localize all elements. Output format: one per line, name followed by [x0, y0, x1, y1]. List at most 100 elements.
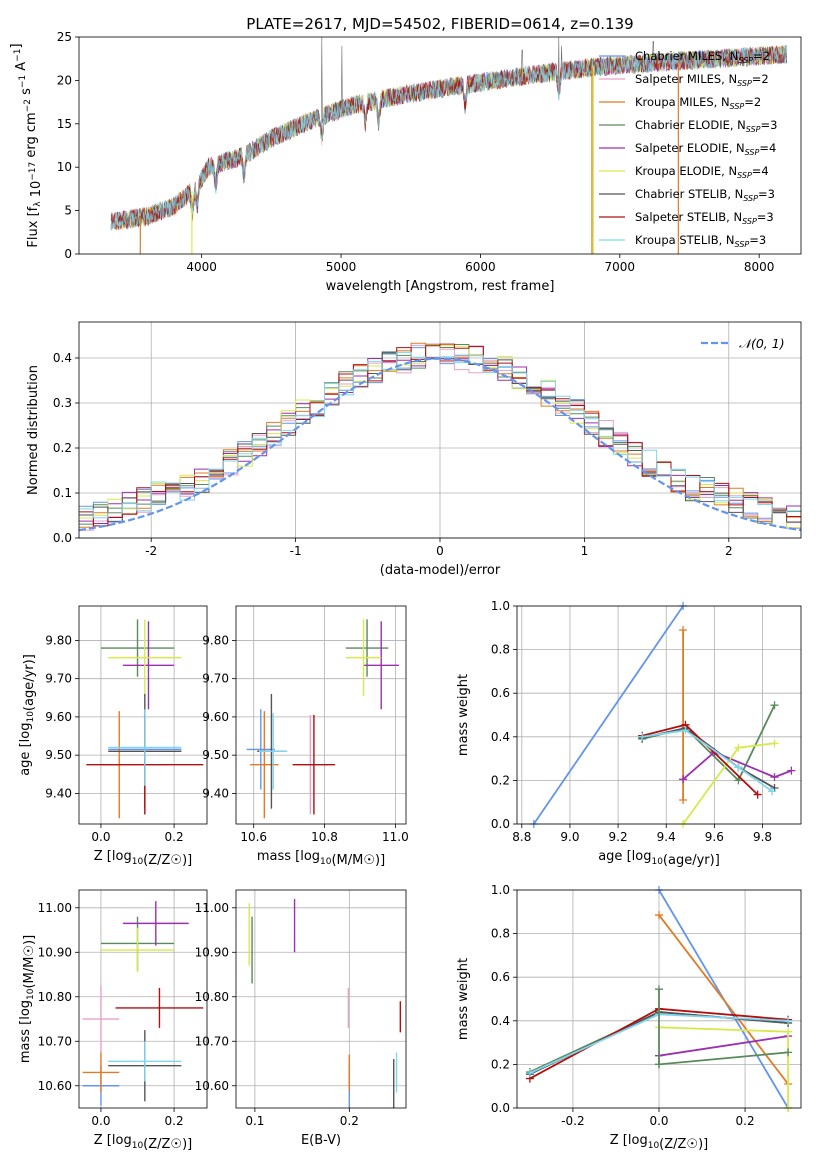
legend-subscript: SSP: [730, 102, 745, 111]
x-tick-label: 9.6: [705, 830, 724, 844]
legend-subscript: SSP: [746, 125, 761, 134]
errorbar-point: [259, 713, 288, 790]
y-axis-label: mass weight: [456, 674, 471, 756]
errorbar-point: [246, 709, 275, 790]
weight-series: [529, 602, 688, 828]
label-part: log: [300, 849, 320, 864]
grid-group: [79, 606, 207, 824]
age-vs-Z-panel: 0.0 0.29.409.509.609.709.80Z [log10(Z/Z☉)…: [18, 605, 208, 868]
age-vs-Z-marks: [86, 619, 204, 819]
weight-series: [655, 1048, 793, 1069]
grid-group: [236, 606, 406, 824]
y-tick-label: 15: [57, 117, 72, 131]
label-part: (M/M☉)]: [22, 935, 37, 989]
y-tick-label: 0.4: [491, 730, 510, 744]
y-tick-label: 0.0: [491, 1101, 510, 1115]
legend-label: 𝒩(0, 1): [739, 336, 785, 351]
y-tick-label: 9.60: [45, 710, 72, 724]
label-part: 10: [132, 857, 144, 867]
label-part: −17: [28, 162, 38, 181]
x-axis-label: Z [log10(Z/Z☉)]: [94, 849, 192, 868]
x-tick-label: 8000: [744, 260, 775, 274]
weight-marker: [753, 790, 762, 799]
weight-series: [638, 720, 762, 799]
errorbar-point: [345, 619, 389, 677]
weight-line: [642, 729, 773, 793]
label-part: Z [: [610, 1133, 628, 1148]
y-tick-label: 10.80: [195, 990, 229, 1004]
y-tick-label: 0: [64, 247, 72, 261]
label-part: mass [: [257, 849, 300, 864]
weight-marker: [734, 763, 743, 772]
weight-marker: [770, 773, 779, 782]
y-tick-label: 9.40: [45, 786, 72, 800]
legend-model-name: Kroupa MILES, N: [635, 95, 730, 109]
errorbar-point: [108, 619, 182, 696]
label-part: Normed distribution: [26, 365, 41, 495]
weight-marker: [770, 701, 779, 710]
x-tick-label: 0.2: [165, 1114, 184, 1128]
axes-frame: [78, 605, 208, 825]
weight-marker: [784, 1016, 793, 1025]
label-part: 10: [651, 857, 663, 867]
spectrum-panel: 4000 5000 6000 7000 8000 0 5 10 15 20 25 Chabrier M…: [9, 30, 802, 294]
weight-marker: [638, 732, 647, 741]
legend-label: Salpeter MILES, NSSP=2: [635, 72, 769, 88]
weight-line: [658, 1051, 789, 1066]
legend-model-name: Kroupa ELODIE, N: [635, 164, 737, 178]
x-tick-label: 6000: [465, 260, 496, 274]
y-tick-label: 11.00: [195, 901, 229, 915]
mass-vs-Z-marks: [82, 901, 204, 1106]
legend-nssp: =3: [761, 118, 778, 132]
x-tick-label: 11.0: [382, 830, 409, 844]
y-axis-label: mass [log10(M/M☉)]: [18, 935, 37, 1063]
y-tick-label: 9.60: [202, 710, 229, 724]
errorbar-point: [82, 1052, 120, 1093]
label-part: Z [: [94, 849, 112, 864]
label-part: age [: [598, 849, 631, 864]
label-part: mass weight: [456, 958, 471, 1040]
axes-frame: [78, 889, 208, 1109]
x-tick-label: 0.2: [340, 1114, 359, 1128]
legend-model-name: Chabrier MILES, N: [635, 49, 738, 63]
weight-line: [682, 751, 792, 780]
weight-marker: [679, 625, 688, 634]
legend-model-name: Chabrier STELIB, N: [635, 187, 743, 201]
legend-nssp: =2: [752, 72, 769, 86]
residual-legend: 𝒩(0, 1): [701, 336, 785, 351]
weight-marker: [770, 739, 779, 748]
label-part: log: [18, 1000, 33, 1020]
errorbar-point: [363, 621, 399, 710]
mass-vs-EBV-panel: 0.1 0.2 10.60 10.70 10.80 10.90 11.00 E(B-V): [195, 889, 407, 1148]
y-tick-label: 0.3: [53, 396, 72, 410]
weight-marker: [784, 1027, 793, 1036]
label-part: λ: [33, 201, 43, 207]
x-tick-label: 0: [436, 544, 444, 558]
x-tick-label: 10.6: [240, 830, 267, 844]
label-part: log: [632, 849, 652, 864]
legend-label: Salpeter ELODIE, NSSP=4: [635, 141, 776, 157]
y-axis-label: age [log10(age/yr)]: [18, 654, 37, 776]
grid-group: [517, 605, 801, 825]
y-tick-label: 0.0: [491, 817, 510, 831]
y-tick-label: 10.90: [38, 945, 72, 959]
weight-vs-Z-panel: -0.2 0.0 0.2 0.0 0.2 0.4 0.6 0.8 1.0 Z [log10(Z/Z…: [456, 883, 802, 1152]
y-axis-label: mass weight: [456, 958, 471, 1040]
errorbar-point: [100, 619, 175, 677]
x-axis-label: Z [log10(Z/Z☉)]: [610, 1133, 708, 1152]
x-axis-label: mass [log10(M/M☉)]: [257, 849, 385, 868]
x-tick-label: 0.1: [245, 1114, 264, 1128]
errorbar-point: [122, 621, 175, 710]
errorbar-point: [108, 709, 182, 786]
legend-subscript: SSP: [737, 171, 752, 180]
legend-label: Kroupa MILES, NSSP=2: [635, 95, 761, 111]
label-part: wavelength [Angstrom, rest frame]: [326, 279, 555, 294]
y-tick-label: 0.6: [491, 970, 510, 984]
axes-frame: [235, 605, 407, 825]
x-tick-label: 8.8: [512, 830, 531, 844]
weight-marker: [525, 1069, 534, 1078]
errorbar-point: [115, 987, 204, 1028]
